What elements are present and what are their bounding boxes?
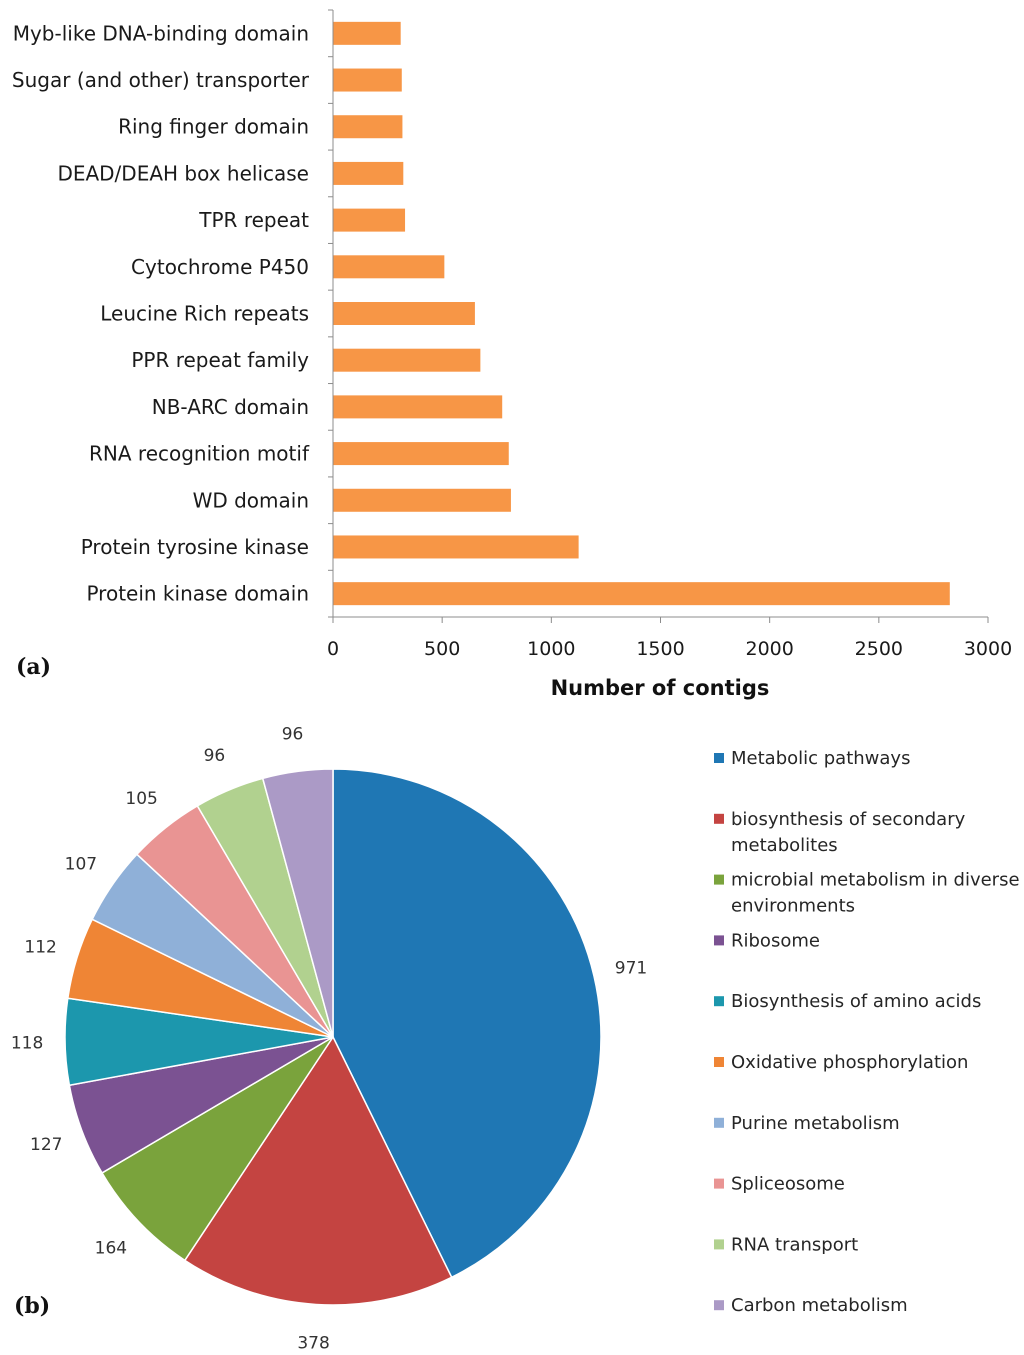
legend-label: RNA transport (731, 1234, 858, 1255)
pie-value-label: 96 (282, 725, 304, 745)
legend-swatch-oxidative-phosphorylation (714, 1057, 724, 1067)
category-label: DEAD/DEAH box helicase (57, 161, 309, 185)
pie-value-label: 971 (615, 958, 647, 978)
pie-value-label: 112 (24, 938, 56, 958)
bar-dead-deah-box-helicase (333, 161, 404, 185)
bar-nb-arc-domain (333, 395, 503, 419)
pie-value-label: 105 (125, 789, 157, 809)
bar-wd-domain (333, 488, 511, 512)
bar-ppr-repeat-family (333, 348, 481, 372)
pie-value-label: 127 (30, 1135, 62, 1155)
legend-swatch-carbon-metabolism (714, 1300, 724, 1311)
category-label: Leucine Rich repeats (100, 302, 309, 326)
pie-slice-carbon-metabolism (261, 768, 334, 1038)
legend-swatch-biosynthesis-of-amino-acids (714, 996, 724, 1007)
x-tick-label: 1000 (527, 638, 575, 660)
pie-value-label: 164 (95, 1238, 127, 1258)
category-label: Protein tyrosine kinase (81, 535, 309, 559)
category-label: PPR repeat family (131, 348, 309, 372)
bar-leucine-rich-repeats (333, 302, 475, 325)
category-label: TPR repeat (198, 208, 309, 232)
bar-cytochrome-p450 (333, 255, 445, 279)
bar-myb-like-dna-binding-domain (333, 21, 401, 45)
category-label: Protein kinase domain (86, 582, 309, 606)
pie-slice-microbial-metabolism-in-diverse-environments (100, 1036, 334, 1262)
bar-chart: Myb-like DNA-binding domain Sugar (and ot… (12, 9, 1012, 700)
pie-value-label: 378 (297, 1333, 329, 1353)
category-label: Cytochrome P450 (131, 255, 309, 279)
category-label: Myb-like DNA-binding domain (13, 21, 309, 45)
category-label: NB-ARC domain (152, 395, 309, 419)
pie-value-label: 96 (204, 746, 226, 766)
pie-slice-metabolic-pathways (332, 768, 602, 1279)
bar-sugar-and-other-transporter (333, 68, 402, 92)
legend: Metabolic pathways biosynthesis of second… (714, 748, 1020, 1316)
legend-label: Spliceosome (731, 1174, 845, 1195)
legend-swatch-metabolic-pathways (714, 753, 724, 763)
category-label: RNA recognition motif (89, 442, 310, 466)
panel-label-b: (b) (14, 1293, 50, 1319)
category-labels: Myb-like DNA-binding domain Sugar (and ot… (12, 21, 310, 605)
pie-value-labels: 971 378 164 127 118 112 107 105 96 96 (11, 725, 647, 1354)
pie-value-label: 107 (65, 855, 97, 875)
x-tick-label: 500 (424, 638, 460, 660)
bar-ring-finger-domain (333, 115, 403, 139)
bars (333, 21, 950, 606)
pie-chart: 971 378 164 127 118 112 107 105 96 96 Metabolic p… (11, 725, 1020, 1354)
x-tick-label: 0 (327, 638, 339, 660)
legend-label: Oxidative phosphorylation (731, 1052, 968, 1073)
legend-swatch-spliceosome (714, 1178, 724, 1189)
x-axis-title: Number of contigs (551, 676, 770, 700)
legend-label: Carbon metabolism (731, 1295, 908, 1316)
legend-swatch-ribosome (714, 935, 724, 946)
legend-label: Metabolic pathways (731, 748, 910, 769)
legend-swatch-rna-transport (714, 1239, 724, 1250)
bar-rna-recognition-motif (333, 442, 509, 466)
pie-slices (64, 768, 602, 1306)
legend-label: biosynthesis of secondary (731, 809, 966, 830)
panel-label-a: (a) (16, 654, 51, 680)
legend-swatch-biosynthesis-of-secondary-metabolites (714, 813, 724, 824)
x-axis-ticks: 0 500 1000 1500 2000 2500 3000 (327, 617, 1012, 660)
category-label: Ring finger domain (118, 115, 309, 139)
x-tick-label: 3000 (964, 638, 1012, 660)
bar-protein-kinase-domain (333, 582, 950, 606)
legend-label: microbial metabolism in diverse (731, 870, 1020, 891)
bar-tpr-repeat (333, 208, 406, 232)
legend-label: Purine metabolism (731, 1113, 900, 1134)
x-tick-label: 1500 (636, 638, 684, 660)
legend-label: Ribosome (731, 930, 820, 951)
legend-label: Biosynthesis of amino acids (731, 991, 981, 1012)
legend-label: environments (731, 896, 855, 917)
legend-label: metabolites (731, 835, 838, 856)
legend-swatch-microbial-metabolism-in-diverse-environments (714, 874, 724, 885)
pie-value-label: 118 (11, 1033, 43, 1053)
legend-swatch-purine-metabolism (714, 1117, 724, 1128)
pie-slice-biosynthesis-of-secondary-metabolites (183, 1035, 453, 1306)
x-tick-label: 2000 (745, 638, 793, 660)
category-label: Sugar (and other) transporter (12, 68, 310, 92)
category-label: WD domain (193, 488, 309, 512)
x-tick-label: 2500 (855, 638, 903, 660)
bar-protein-tyrosine-kinase (333, 535, 579, 559)
